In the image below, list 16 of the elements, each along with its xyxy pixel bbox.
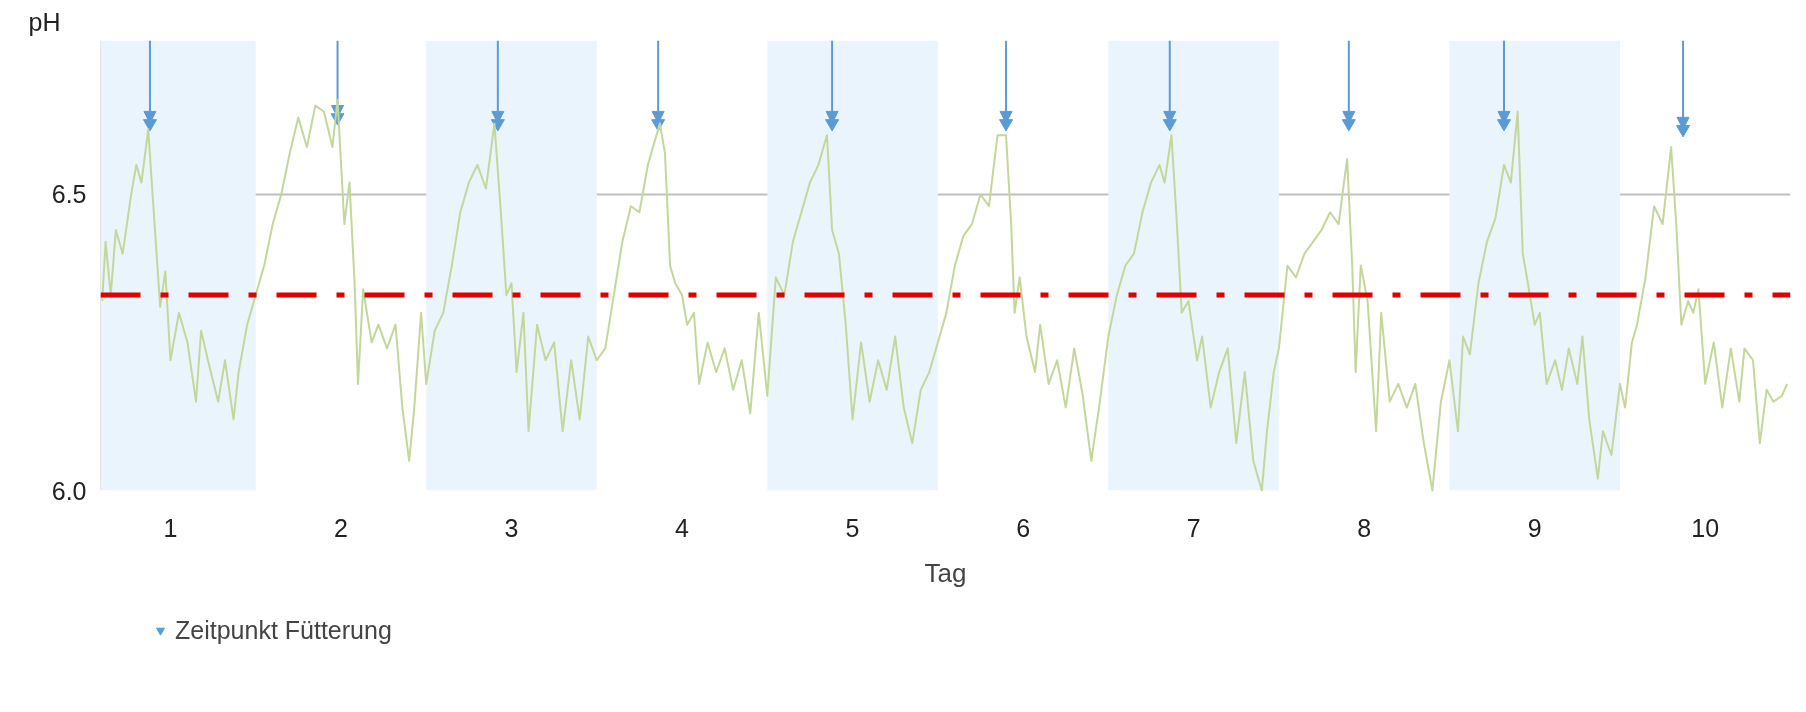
x-tick-label: 5: [845, 513, 860, 542]
x-tick-label: 9: [1527, 513, 1542, 542]
x-tick-label: 2: [334, 513, 348, 542]
line-series: [101, 98, 1789, 492]
y-tick-label: 6.0: [51, 476, 87, 505]
x-tick-label: 7: [1186, 513, 1201, 542]
x-tick-label: 4: [675, 513, 690, 542]
x-axis-title: Tag: [924, 557, 967, 588]
x-tick-label: 8: [1357, 513, 1372, 542]
x-tick-label: 3: [504, 513, 519, 542]
y-axis-title: pH: [28, 7, 61, 36]
x-tick-label: 10: [1691, 513, 1720, 542]
x-tick-label: 1: [163, 513, 178, 542]
legend-label: Zeitpunkt Fütterung: [175, 615, 392, 645]
y-tick-label: 6.5: [51, 180, 87, 209]
x-tick-label: 6: [1016, 513, 1031, 542]
